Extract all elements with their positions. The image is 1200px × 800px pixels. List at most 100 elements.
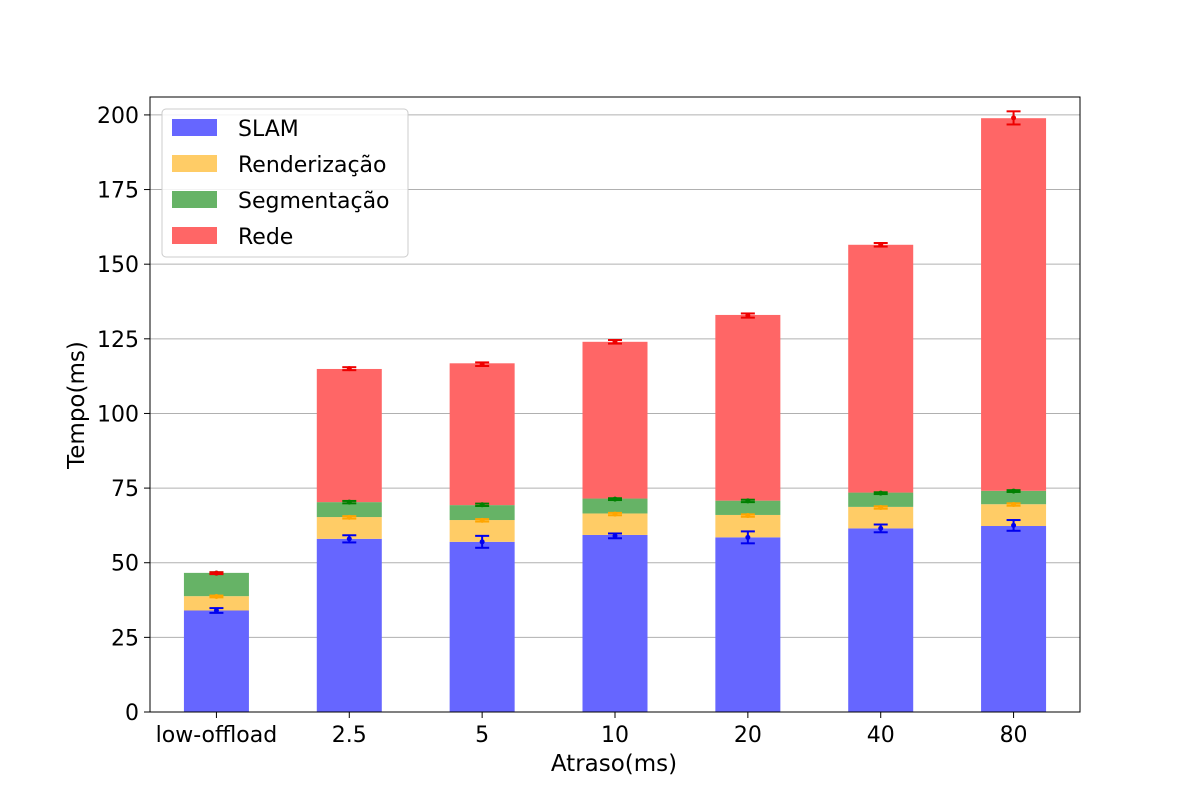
bar-slam: [183, 610, 249, 712]
legend-swatch: [172, 227, 217, 244]
bar-rede: [981, 118, 1047, 491]
error-bar-mean-point: [479, 361, 485, 367]
bar-slam: [981, 526, 1047, 712]
error-bar-mean-point: [346, 536, 352, 542]
error-bar-mean-point: [878, 242, 884, 248]
error-bar: [873, 523, 888, 534]
y-tick-label: 50: [111, 552, 139, 577]
y-axis-ticks: 0 25 50 75 100 125 150 175 200: [97, 104, 150, 726]
bar-renderiza-o: [582, 513, 648, 535]
error-bar: [342, 534, 357, 544]
error-bar-mean-point: [346, 514, 352, 520]
y-tick-label: 150: [97, 253, 139, 278]
y-axis-label: Tempo(ms): [64, 341, 90, 470]
error-bar-mean-point: [213, 570, 219, 576]
x-tick-label: 40: [867, 723, 895, 748]
error-bar: [342, 514, 357, 520]
legend-label: Rede: [238, 225, 293, 250]
error-bar-mean-point: [479, 502, 485, 508]
error-bar: [209, 607, 224, 614]
bar-rede: [582, 341, 648, 499]
error-bar: [740, 530, 755, 545]
error-bar-mean-point: [479, 517, 485, 523]
bar-segmenta-o: [582, 498, 648, 514]
error-bar: [608, 511, 622, 517]
error-bar-mean-point: [878, 525, 884, 531]
bar-segmenta-o: [981, 490, 1047, 505]
bar-rede: [316, 368, 382, 503]
bars: [183, 118, 1047, 712]
y-tick-label: 0: [125, 701, 139, 726]
bar-slam: [715, 537, 781, 712]
bar-rede: [449, 363, 515, 506]
error-bar: [740, 498, 755, 504]
legend: SLAM Renderização Segmentação Rede: [161, 108, 409, 258]
legend-box: [161, 108, 409, 258]
error-bar: [1006, 488, 1021, 494]
error-bar-mean-point: [612, 511, 618, 517]
y-tick-label: 75: [111, 477, 139, 502]
legend-label: Segmentação: [238, 189, 390, 214]
error-bar-mean-point: [745, 534, 751, 540]
error-bar: [209, 570, 224, 576]
error-bar-mean-point: [612, 533, 618, 539]
error-bar-mean-point: [745, 313, 751, 319]
bar-segmenta-o: [183, 572, 249, 597]
bar-rede: [848, 244, 914, 493]
y-tick-label: 100: [97, 402, 139, 427]
bar-slam: [848, 528, 914, 712]
x-tick-label: low-offload: [156, 723, 278, 748]
error-bar: [342, 499, 357, 505]
x-axis-ticks: low-offload 2.5 5 10 20 40 80: [156, 712, 1028, 748]
x-axis-label: Atraso(ms): [551, 751, 677, 777]
error-bar-mean-point: [745, 498, 751, 504]
error-bar: [873, 241, 888, 248]
error-bar-mean-point: [1011, 522, 1017, 528]
error-bar: [475, 361, 490, 367]
x-tick-label: 20: [734, 723, 762, 748]
y-tick-label: 25: [111, 626, 139, 651]
bar-slam: [582, 534, 648, 712]
y-tick-label: 175: [97, 179, 139, 204]
legend-swatch: [172, 191, 217, 208]
error-bar: [342, 366, 357, 372]
legend-swatch: [172, 155, 217, 172]
error-bar: [608, 532, 622, 540]
y-tick-label: 125: [97, 328, 139, 353]
bar-renderiza-o: [848, 506, 914, 529]
legend-swatch: [172, 119, 217, 136]
error-bar-mean-point: [612, 339, 618, 345]
bar-renderiza-o: [715, 514, 781, 538]
error-bar-mean-point: [612, 496, 618, 502]
bar-segmenta-o: [449, 505, 515, 521]
bar-segmenta-o: [848, 492, 914, 507]
error-bar: [740, 513, 755, 519]
error-bar: [209, 593, 224, 599]
error-bar: [608, 339, 622, 345]
error-bar: [475, 534, 490, 549]
error-bar-mean-point: [1011, 488, 1017, 494]
error-bar: [475, 517, 490, 523]
error-bar: [608, 496, 622, 502]
error-bar: [1006, 519, 1021, 532]
error-bar-mean-point: [878, 490, 884, 496]
error-bar-mean-point: [745, 513, 751, 519]
x-tick-label: 5: [475, 723, 489, 748]
bar-renderiza-o: [449, 520, 515, 542]
legend-label: Renderização: [238, 153, 387, 178]
legend-label: SLAM: [238, 117, 299, 142]
bar-segmenta-o: [715, 500, 781, 515]
error-bar-mean-point: [346, 366, 352, 372]
bar-segmenta-o: [316, 502, 382, 518]
x-tick-label: 80: [1000, 723, 1028, 748]
error-bars: [209, 110, 1021, 614]
bar-slam: [316, 538, 382, 712]
error-bar-mean-point: [213, 607, 219, 613]
error-bar: [740, 312, 755, 319]
bar-renderiza-o: [316, 517, 382, 539]
error-bar-mean-point: [213, 593, 219, 599]
error-bar-mean-point: [1011, 115, 1017, 121]
bar-rede: [715, 314, 781, 501]
error-bar: [873, 504, 888, 510]
x-tick-label: 10: [601, 723, 629, 748]
